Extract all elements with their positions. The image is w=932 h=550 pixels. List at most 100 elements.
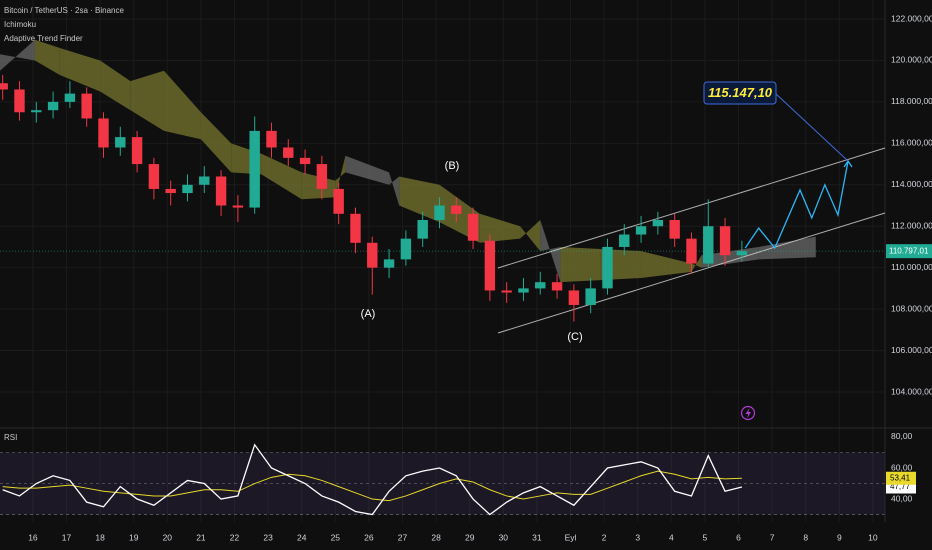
rsi-value-label: 47,77	[890, 482, 911, 491]
rsi-value-box	[886, 471, 916, 485]
indicator-name: Adaptive Trend Finder	[4, 34, 83, 43]
channel-line	[497, 147, 886, 269]
y-tick-label: 106.000,00	[891, 345, 932, 355]
candle-body	[518, 288, 529, 293]
rsi-tick-label: 40,00	[891, 493, 913, 503]
candle-body	[602, 246, 613, 289]
target-connector	[774, 92, 849, 162]
candle-body	[417, 220, 428, 239]
candle-body	[669, 220, 680, 239]
x-tick-label: 25	[331, 532, 341, 542]
candle-body	[299, 157, 311, 165]
x-tick-label: 18	[95, 532, 105, 542]
cloud-segment	[59, 48, 101, 92]
candle-body	[115, 137, 126, 148]
candle-body	[98, 118, 109, 148]
candle-body	[131, 137, 143, 165]
candle-body	[568, 290, 580, 305]
x-tick-label: 20	[163, 532, 173, 542]
cloud-segment	[200, 112, 232, 173]
last-price-label: 110.797,01	[889, 246, 929, 255]
candle-body	[148, 164, 160, 189]
x-tick-label: 22	[230, 532, 240, 542]
candle-body	[535, 282, 546, 289]
candle-body	[232, 205, 244, 208]
alert-bolt[interactable]	[745, 408, 752, 419]
candle-body	[652, 220, 664, 227]
target-label: 115.147,10	[708, 85, 773, 100]
wave-label: (A)	[361, 308, 376, 320]
candle-body	[350, 213, 361, 243]
y-tick-label: 116.000,00	[891, 138, 932, 148]
projection-arrow	[843, 159, 853, 168]
rsi-band	[0, 452, 885, 515]
cloud-segment	[163, 70, 201, 140]
rsi-line	[2, 470, 742, 502]
rsi-tick-label: 80,00	[891, 431, 913, 441]
candle-body	[400, 238, 412, 260]
alert-circle[interactable]	[740, 405, 756, 421]
cloud-segment	[0, 39, 35, 71]
cloud-segment	[540, 220, 561, 283]
rsi-line	[2, 443, 743, 516]
cloud-segment	[130, 70, 164, 131]
candle-body	[551, 282, 563, 291]
x-tick-label: 19	[129, 532, 139, 542]
candle-body	[316, 164, 328, 189]
y-tick-label: 108.000,00	[891, 303, 932, 313]
alert-icon[interactable]	[740, 405, 756, 421]
cloud-segment	[399, 176, 440, 223]
x-tick-label: 17	[62, 532, 72, 542]
x-tick-label: 16	[28, 532, 38, 542]
x-tick-label: 6	[736, 532, 741, 542]
x-tick-label: 26	[364, 532, 374, 542]
candle-body	[199, 176, 210, 185]
x-tick-label: 29	[465, 532, 475, 542]
rsi-value-label: 53,41	[890, 473, 911, 482]
candle-body	[451, 205, 462, 214]
candle-body	[585, 288, 596, 305]
candle-body	[283, 147, 294, 158]
y-tick-label: 114.000,00	[891, 179, 932, 189]
last-price-box	[886, 244, 932, 259]
candle-body	[47, 101, 59, 111]
cloud-segment	[641, 251, 692, 279]
candle-body	[0, 83, 8, 90]
candle-body	[484, 240, 496, 291]
cloud-segment	[345, 155, 390, 185]
x-tick-label: 4	[669, 532, 674, 542]
cloud-segment	[261, 153, 302, 200]
y-tick-label: 112.000,00	[891, 220, 932, 230]
x-tick-label: Eyl	[565, 532, 577, 542]
y-tick-label: 118.000,00	[891, 96, 932, 106]
candle-body	[266, 130, 277, 148]
cloud-segment	[560, 246, 601, 283]
target-box	[703, 81, 777, 105]
candle-body	[383, 259, 395, 268]
x-tick-label: 31	[532, 532, 542, 542]
candle-body	[635, 226, 647, 235]
candle-body	[182, 184, 193, 194]
x-tick-label: 28	[431, 532, 441, 542]
cloud-segment	[100, 60, 131, 111]
candle-body	[64, 93, 76, 102]
candle-body	[619, 234, 630, 247]
x-tick-label: 9	[837, 532, 842, 542]
candle-body	[14, 89, 25, 113]
y-tick-label: 120.000,00	[891, 55, 932, 65]
indicator-name: Ichimoku	[4, 20, 36, 29]
x-tick-label: 2	[602, 532, 607, 542]
candle-body	[736, 251, 748, 256]
candle-body	[434, 205, 445, 221]
x-tick-label: 23	[263, 532, 273, 542]
x-tick-label: 30	[499, 532, 509, 542]
x-tick-label: 24	[297, 532, 307, 542]
candle-body	[333, 188, 344, 214]
candle-body	[501, 290, 512, 293]
y-tick-label: 110.000,00	[891, 262, 932, 272]
candle-body	[686, 238, 697, 264]
candle-body	[81, 93, 92, 119]
x-tick-label: 7	[770, 532, 775, 542]
candle-body	[367, 242, 378, 268]
